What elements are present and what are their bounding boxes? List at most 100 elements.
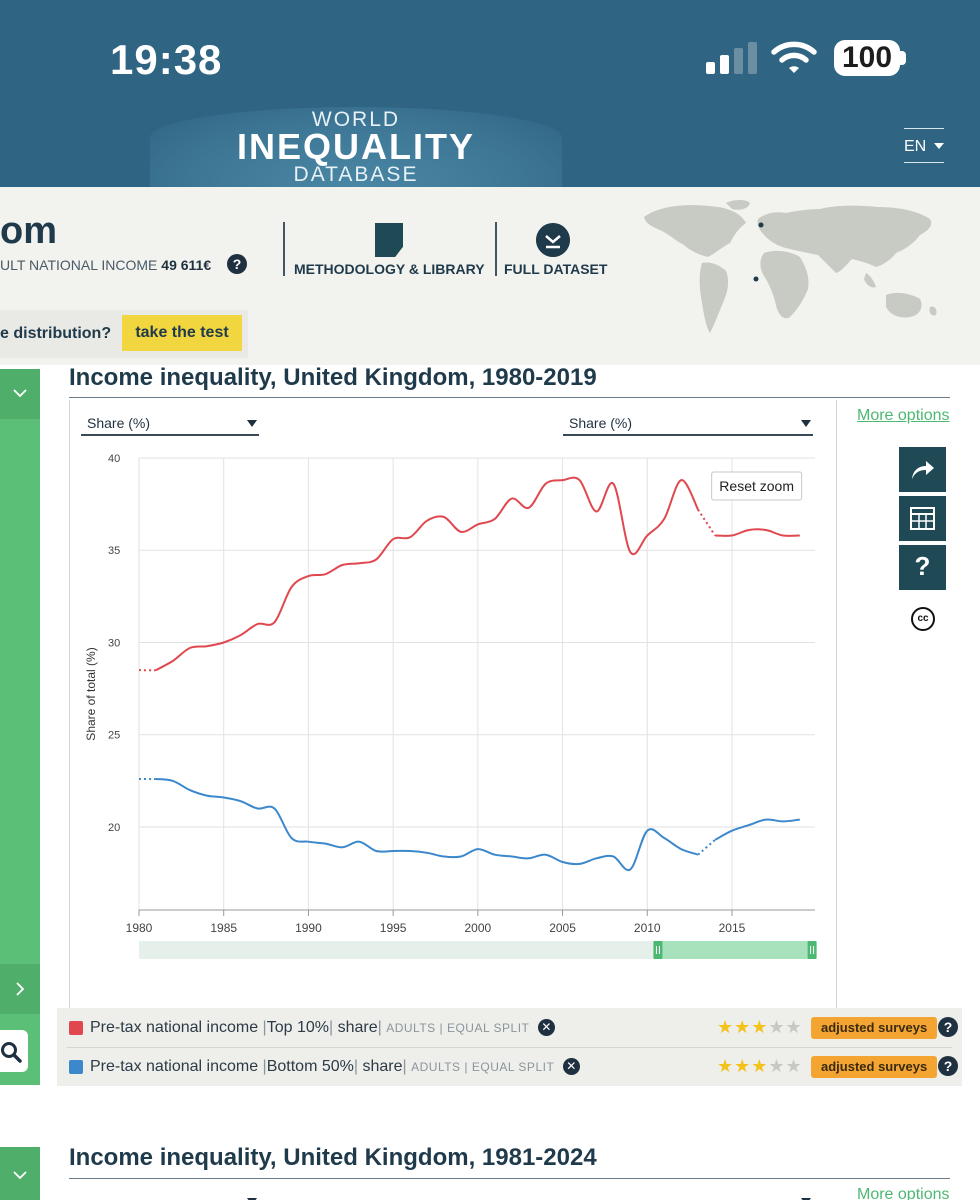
y-tick-label: 35 xyxy=(108,545,120,557)
language-label: EN xyxy=(904,138,927,155)
x-tick-label: 2000 xyxy=(464,921,491,935)
left-axis-select[interactable]: Share (%) xyxy=(81,412,259,436)
range-handle[interactable] xyxy=(653,941,663,959)
chevron-down-icon xyxy=(934,143,944,149)
series-line-dotted xyxy=(697,509,716,537)
legend-row[interactable]: Pre-tax national income |Top 10%| share|… xyxy=(57,1009,962,1047)
help-icon[interactable]: ? xyxy=(938,1017,958,1037)
status-time: 19:38 xyxy=(110,36,223,83)
income-value: 49 611€ xyxy=(161,257,212,273)
x-tick-label: 1985 xyxy=(210,921,237,935)
x-tick-label: 2010 xyxy=(634,921,661,935)
series-line xyxy=(715,528,800,537)
legend-group: Top 10% xyxy=(266,1019,329,1036)
reset-zoom-button[interactable] xyxy=(711,471,803,501)
chevron-down-icon xyxy=(801,1198,811,1200)
chart-title: Income inequality, United Kingdom, 1980-… xyxy=(69,364,597,391)
x-tick-label: 2005 xyxy=(549,921,576,935)
methodology-link[interactable]: METHODOLOGY & LIBRARY xyxy=(294,261,485,277)
creative-commons-icon[interactable]: cc xyxy=(911,607,935,631)
legend-group: Bottom 50% xyxy=(266,1058,354,1075)
legend-population: ADULTS xyxy=(386,1021,436,1035)
sidebar-expand[interactable] xyxy=(0,964,40,1014)
y-tick-label: 30 xyxy=(108,637,120,649)
share-button[interactable] xyxy=(899,447,946,492)
right-axis-select-2[interactable] xyxy=(563,1190,813,1200)
chevron-right-icon xyxy=(16,982,25,996)
x-tick-label: 1990 xyxy=(295,921,322,935)
series-swatch xyxy=(69,1021,83,1035)
legend-split: EQUAL SPLIT xyxy=(471,1060,555,1074)
series-line xyxy=(155,778,699,872)
quality-rating: ★★★★★ xyxy=(717,1056,803,1076)
more-options-link-2[interactable]: More options xyxy=(857,1186,950,1200)
take-test-button[interactable]: take the test xyxy=(122,315,242,351)
income-label: ULT NATIONAL INCOME xyxy=(0,257,158,273)
legend-label: Pre-tax national income |Bottom 50%| sha… xyxy=(90,1058,580,1076)
y-tick-label: 25 xyxy=(108,730,120,742)
national-income: ULT NATIONAL INCOME 49 611€ xyxy=(0,257,211,273)
quality-badge[interactable]: adjusted surveys xyxy=(811,1017,938,1039)
y-tick-label: 20 xyxy=(108,822,120,834)
quiz-question: e distribution? xyxy=(0,325,112,342)
logo-world[interactable]: WORLD xyxy=(311,108,401,131)
line-chart[interactable]: 20 25 30 35 40 1980 1985 1990 1995 2000 2005 2010 20… xyxy=(70,440,830,970)
world-map[interactable] xyxy=(630,195,960,350)
full-dataset-link[interactable]: FULL DATASET xyxy=(504,261,608,277)
table-button[interactable] xyxy=(899,496,946,541)
remove-series-icon[interactable]: ✕ xyxy=(562,1058,580,1075)
chart-frame xyxy=(69,400,837,1008)
sidebar-toggle[interactable] xyxy=(0,1147,40,1200)
range-handle[interactable] xyxy=(807,941,817,959)
help-icon[interactable]: ? xyxy=(938,1056,958,1076)
battery-icon xyxy=(834,40,900,76)
search-button[interactable] xyxy=(0,1030,28,1072)
remove-series-icon[interactable]: ✕ xyxy=(537,1019,555,1036)
divider xyxy=(283,222,285,276)
plot-area xyxy=(139,458,815,910)
logo-inequality[interactable]: INEQUALITY xyxy=(236,126,475,167)
legend-population: ADULTS xyxy=(411,1060,461,1074)
chevron-down-icon xyxy=(247,420,257,427)
title-rule xyxy=(69,1178,950,1179)
series-line xyxy=(714,818,800,841)
help-icon[interactable]: ? xyxy=(227,254,247,274)
battery-cap xyxy=(900,51,906,65)
series-line xyxy=(155,476,699,672)
quality-rating: ★★★★★ xyxy=(717,1017,803,1037)
logo-database[interactable]: DATABASE xyxy=(293,163,419,186)
series-swatch xyxy=(69,1060,83,1074)
quality-badge[interactable]: adjusted surveys xyxy=(811,1056,938,1078)
legend-measure: share xyxy=(362,1058,403,1075)
series-line-dotted xyxy=(697,839,716,856)
right-axis-select-label: Share (%) xyxy=(569,415,633,431)
left-axis-select-2[interactable] xyxy=(81,1190,259,1200)
sidebar-toggle[interactable] xyxy=(0,369,40,419)
x-tick-label: 2015 xyxy=(719,921,746,935)
chart-title-2: Income inequality, United Kingdom, 1981-… xyxy=(69,1144,597,1171)
download-icon[interactable] xyxy=(536,223,570,257)
logo-backdrop xyxy=(150,107,562,187)
chevron-down-icon xyxy=(247,1198,257,1200)
legend-measure: share xyxy=(337,1019,378,1036)
legend-split: EQUAL SPLIT xyxy=(446,1021,530,1035)
legend-variable: Pre-tax national income xyxy=(90,1058,259,1075)
document-icon[interactable] xyxy=(375,223,403,257)
range-navigator[interactable] xyxy=(139,941,815,959)
country-name: om xyxy=(0,210,57,252)
legend-variable: Pre-tax national income xyxy=(90,1019,259,1036)
range-selection xyxy=(657,941,812,959)
right-axis-select[interactable]: Share (%) xyxy=(563,412,813,436)
help-button[interactable]: ? xyxy=(899,545,946,590)
wifi-icon xyxy=(771,41,817,73)
legend-row[interactable]: Pre-tax national income |Bottom 50%| sha… xyxy=(57,1048,962,1086)
y-tick-label: 40 xyxy=(108,453,120,465)
battery-level: 100 xyxy=(841,41,893,74)
legend-label: Pre-tax national income |Top 10%| share|… xyxy=(90,1019,555,1037)
reset-zoom-label: Reset zoom xyxy=(719,478,794,494)
more-options-link[interactable]: More options xyxy=(857,407,950,424)
language-select[interactable]: EN xyxy=(904,128,944,163)
x-tick-label: 1995 xyxy=(380,921,407,935)
x-tick-label: 1980 xyxy=(126,921,153,935)
